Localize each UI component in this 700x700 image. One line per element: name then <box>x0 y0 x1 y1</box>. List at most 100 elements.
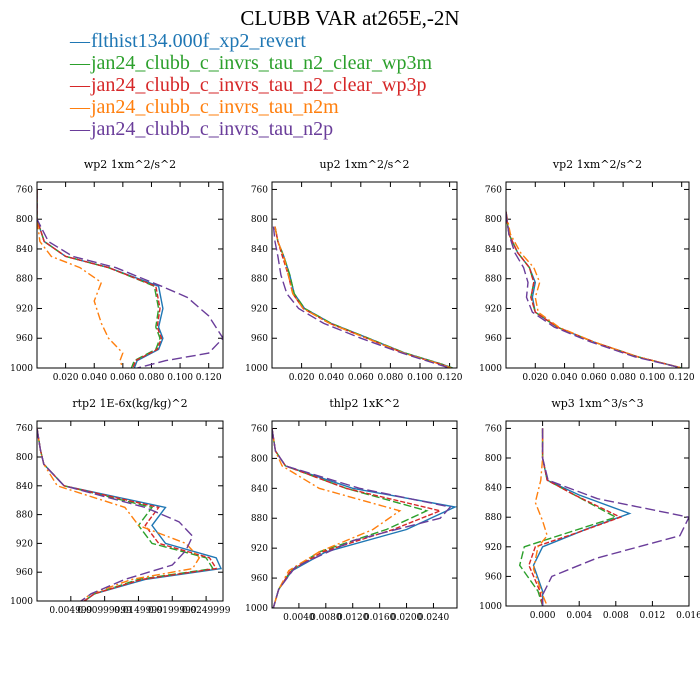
x-tick-label: 0.040 <box>318 373 344 383</box>
legend-item: — jan24_clubb_c_invrs_tau_n2_clear_wp3m <box>70 52 432 74</box>
x-tick-label: 0.080 <box>610 373 636 383</box>
legend-item: — jan24_clubb_c_invrs_tau_n2m <box>70 96 432 118</box>
x-tick-label: 0.120 <box>669 373 695 383</box>
y-tick-label: 880 <box>251 275 268 285</box>
panel: rtp2 1E-6x(kg/kg)^2 760 800 840 880 920 960 100… <box>10 397 231 616</box>
series-line-2 <box>37 428 215 601</box>
panel-title: vp2 1xm^2/s^2 <box>552 158 642 171</box>
x-tick-label: 0.060 <box>110 373 136 383</box>
y-tick-label: 840 <box>251 484 268 494</box>
x-tick-label: 0.100 <box>167 373 193 383</box>
y-tick-label: 1000 <box>10 364 33 374</box>
y-tick-label: 920 <box>16 539 33 549</box>
x-tick-label: 0.120 <box>437 373 463 383</box>
panel-title: wp3 1xm^3/s^3 <box>551 397 643 410</box>
legend-item: — jan24_clubb_c_invrs_tau_n2p <box>70 118 432 140</box>
x-tick-label: 0.0199999 <box>148 606 197 616</box>
y-tick-label: 760 <box>251 424 268 434</box>
x-tick-label: 0.060 <box>581 373 607 383</box>
series-line-1 <box>274 226 453 368</box>
y-tick-label: 880 <box>16 511 33 521</box>
y-tick-label: 840 <box>485 245 502 255</box>
series-line-4 <box>274 226 452 368</box>
y-tick-label: 960 <box>251 574 268 584</box>
x-tick-label: 0.004 <box>566 611 592 621</box>
x-tick-label: 0.020 <box>289 373 315 383</box>
panel-frame <box>271 181 458 369</box>
y-tick-label: 800 <box>485 215 502 225</box>
legend-label: flthist134.000f_xp2_revert <box>86 30 306 52</box>
panel: wp2 1xm^2/s^2 760 800 840 880 920 960 1000 0.020… <box>10 158 224 383</box>
y-tick-label: 1000 <box>245 604 268 614</box>
legend-swatch: — <box>70 118 90 140</box>
legend-swatch: — <box>70 74 90 96</box>
x-tick-label: 0.0249999 <box>182 606 231 616</box>
y-tick-label: 840 <box>251 245 268 255</box>
series-line-5 <box>272 226 450 368</box>
y-tick-label: 800 <box>16 453 33 463</box>
panel-frame <box>505 181 690 369</box>
panel: up2 1xm^2/s^2 760 800 840 880 920 960 1000 0.020… <box>245 158 463 383</box>
y-tick-label: 880 <box>485 275 502 285</box>
x-tick-label: 0.0080 <box>310 613 342 623</box>
x-tick-label: 0.080 <box>139 373 165 383</box>
series-line-4 <box>506 211 682 368</box>
panel: vp2 1xm^2/s^2 760 800 840 880 920 960 1000 0.020… <box>479 158 695 383</box>
y-tick-label: 880 <box>16 275 33 285</box>
x-tick-label: 0.012 <box>640 611 666 621</box>
y-tick-label: 840 <box>16 245 33 255</box>
x-tick-label: 0.020 <box>522 373 548 383</box>
main-title: CLUBB VAR at265E,-2N <box>240 6 460 30</box>
series-line-1 <box>37 428 223 601</box>
x-tick-label: 0.100 <box>407 373 433 383</box>
panel-frame <box>271 420 458 609</box>
x-tick-label: 0.000 <box>530 611 556 621</box>
y-tick-label: 880 <box>251 514 268 524</box>
y-tick-label: 760 <box>251 185 268 195</box>
series-line-5 <box>37 428 194 601</box>
legend-item: — flthist134.000f_xp2_revert <box>70 30 432 52</box>
series-line-4 <box>532 428 548 606</box>
series-line-4 <box>272 428 402 608</box>
panel-title: wp2 1xm^2/s^2 <box>84 158 176 171</box>
y-tick-label: 1000 <box>479 602 502 612</box>
panel-title: up2 1xm^2/s^2 <box>319 158 409 171</box>
y-tick-label: 760 <box>485 424 502 434</box>
y-tick-label: 960 <box>16 334 33 344</box>
series-line-4 <box>37 189 124 368</box>
x-tick-label: 0.020 <box>53 373 79 383</box>
legend-label: jan24_clubb_c_invrs_tau_n2p <box>86 118 334 140</box>
y-tick-label: 840 <box>485 484 502 494</box>
y-tick-label: 920 <box>16 304 33 314</box>
y-tick-label: 960 <box>485 572 502 582</box>
series-line-3 <box>272 428 443 608</box>
y-tick-label: 960 <box>16 568 33 578</box>
legend-swatch: — <box>70 30 90 52</box>
x-tick-label: 0.0200 <box>391 613 423 623</box>
y-tick-label: 800 <box>16 215 33 225</box>
y-tick-label: 920 <box>251 304 268 314</box>
x-tick-label: 0.0160 <box>364 613 396 623</box>
x-tick-label: 0.120 <box>196 373 222 383</box>
y-tick-label: 1000 <box>479 364 502 374</box>
series-line-5 <box>272 428 452 608</box>
x-tick-label: 0.100 <box>640 373 666 383</box>
x-tick-label: 0.0120 <box>337 613 369 623</box>
y-tick-label: 960 <box>251 334 268 344</box>
x-tick-label: 0.0240 <box>418 613 450 623</box>
y-tick-label: 920 <box>485 543 502 553</box>
panel-frame <box>36 420 224 602</box>
y-tick-label: 920 <box>485 304 502 314</box>
y-tick-label: 800 <box>251 215 268 225</box>
y-tick-label: 1000 <box>10 597 33 607</box>
y-tick-label: 840 <box>16 482 33 492</box>
series-line-2 <box>274 226 453 368</box>
panel: wp3 1xm^3/s^3 760 800 840 880 920 960 1000 0.000… <box>479 397 700 621</box>
legend-label: jan24_clubb_c_invrs_tau_n2m <box>86 96 339 118</box>
x-tick-label: 0.008 <box>603 611 629 621</box>
series-line-2 <box>272 428 429 608</box>
series-line-5 <box>37 189 223 368</box>
series-line-3 <box>528 428 623 606</box>
x-tick-label: 0.0149999 <box>114 606 163 616</box>
panel-title: thlp2 1xK^2 <box>329 397 399 410</box>
